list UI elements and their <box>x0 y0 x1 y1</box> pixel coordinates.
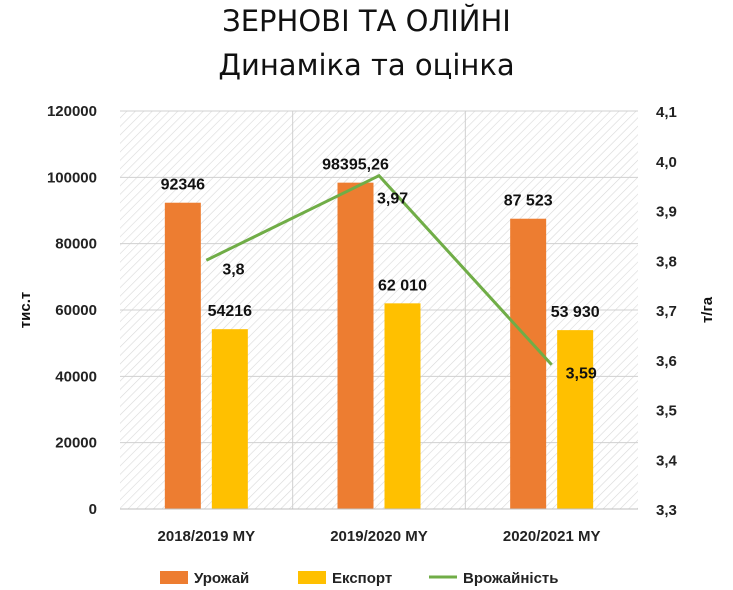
y2-tick-label: 3,4 <box>656 452 678 469</box>
y2-tick-label: 3,6 <box>656 353 677 370</box>
line-point-label: 3,97 <box>377 191 408 208</box>
line-point-label: 3,59 <box>566 366 597 383</box>
line-Врожайність <box>205 173 553 366</box>
legend-label: Урожай <box>194 570 249 587</box>
y2-tick-label: 3,5 <box>656 403 677 420</box>
y-tick-label: 80000 <box>55 236 97 253</box>
y-tick-label: 0 <box>89 501 97 518</box>
y-tick-label: 100000 <box>47 169 97 186</box>
y2-tick-label: 4,0 <box>656 154 677 171</box>
bar-Експорт <box>557 330 594 509</box>
x-tick-label: 2020/2021 MY <box>503 528 601 545</box>
bar-Урожай <box>164 202 201 509</box>
data-label: 92346 <box>161 177 206 194</box>
y2-tick-label: 3,8 <box>656 253 677 270</box>
legend-swatch-Експорт <box>298 571 326 584</box>
y-tick-label: 40000 <box>55 368 97 385</box>
line-point-label: 3,8 <box>222 261 244 278</box>
y2-tick-label: 3,7 <box>656 303 677 320</box>
chart-subtitle: Динаміка та оцінка <box>218 48 515 82</box>
legend-label: Врожайність <box>463 570 558 587</box>
y2-axis-title: т/га <box>699 296 716 323</box>
chart-title: ЗЕРНОВІ ТА ОЛІЙНІ <box>222 4 511 38</box>
y-tick-label: 120000 <box>47 103 97 120</box>
y-tick-label: 60000 <box>55 302 97 319</box>
x-tick-label: 2019/2020 MY <box>330 528 428 545</box>
y2-tick-label: 3,9 <box>656 204 677 221</box>
legend-label: Експорт <box>332 570 392 587</box>
legend-swatch-Урожай <box>160 571 188 584</box>
bar-Експорт <box>211 329 248 509</box>
y2-tick-label: 3,3 <box>656 502 677 519</box>
y2-tick-label: 4,1 <box>656 104 677 121</box>
data-label: 53 930 <box>551 304 600 321</box>
x-tick-label: 2018/2019 MY <box>158 528 256 545</box>
bar-Урожай <box>510 218 547 509</box>
bar-Експорт <box>384 303 421 509</box>
data-label: 98395,26 <box>322 157 389 174</box>
data-label: 62 010 <box>378 277 427 294</box>
bar-Урожай <box>337 182 374 510</box>
y-axis-title: тис.т <box>17 292 34 328</box>
data-label: 87 523 <box>504 193 553 210</box>
data-label: 54216 <box>208 303 253 320</box>
y-tick-label: 20000 <box>55 435 97 452</box>
